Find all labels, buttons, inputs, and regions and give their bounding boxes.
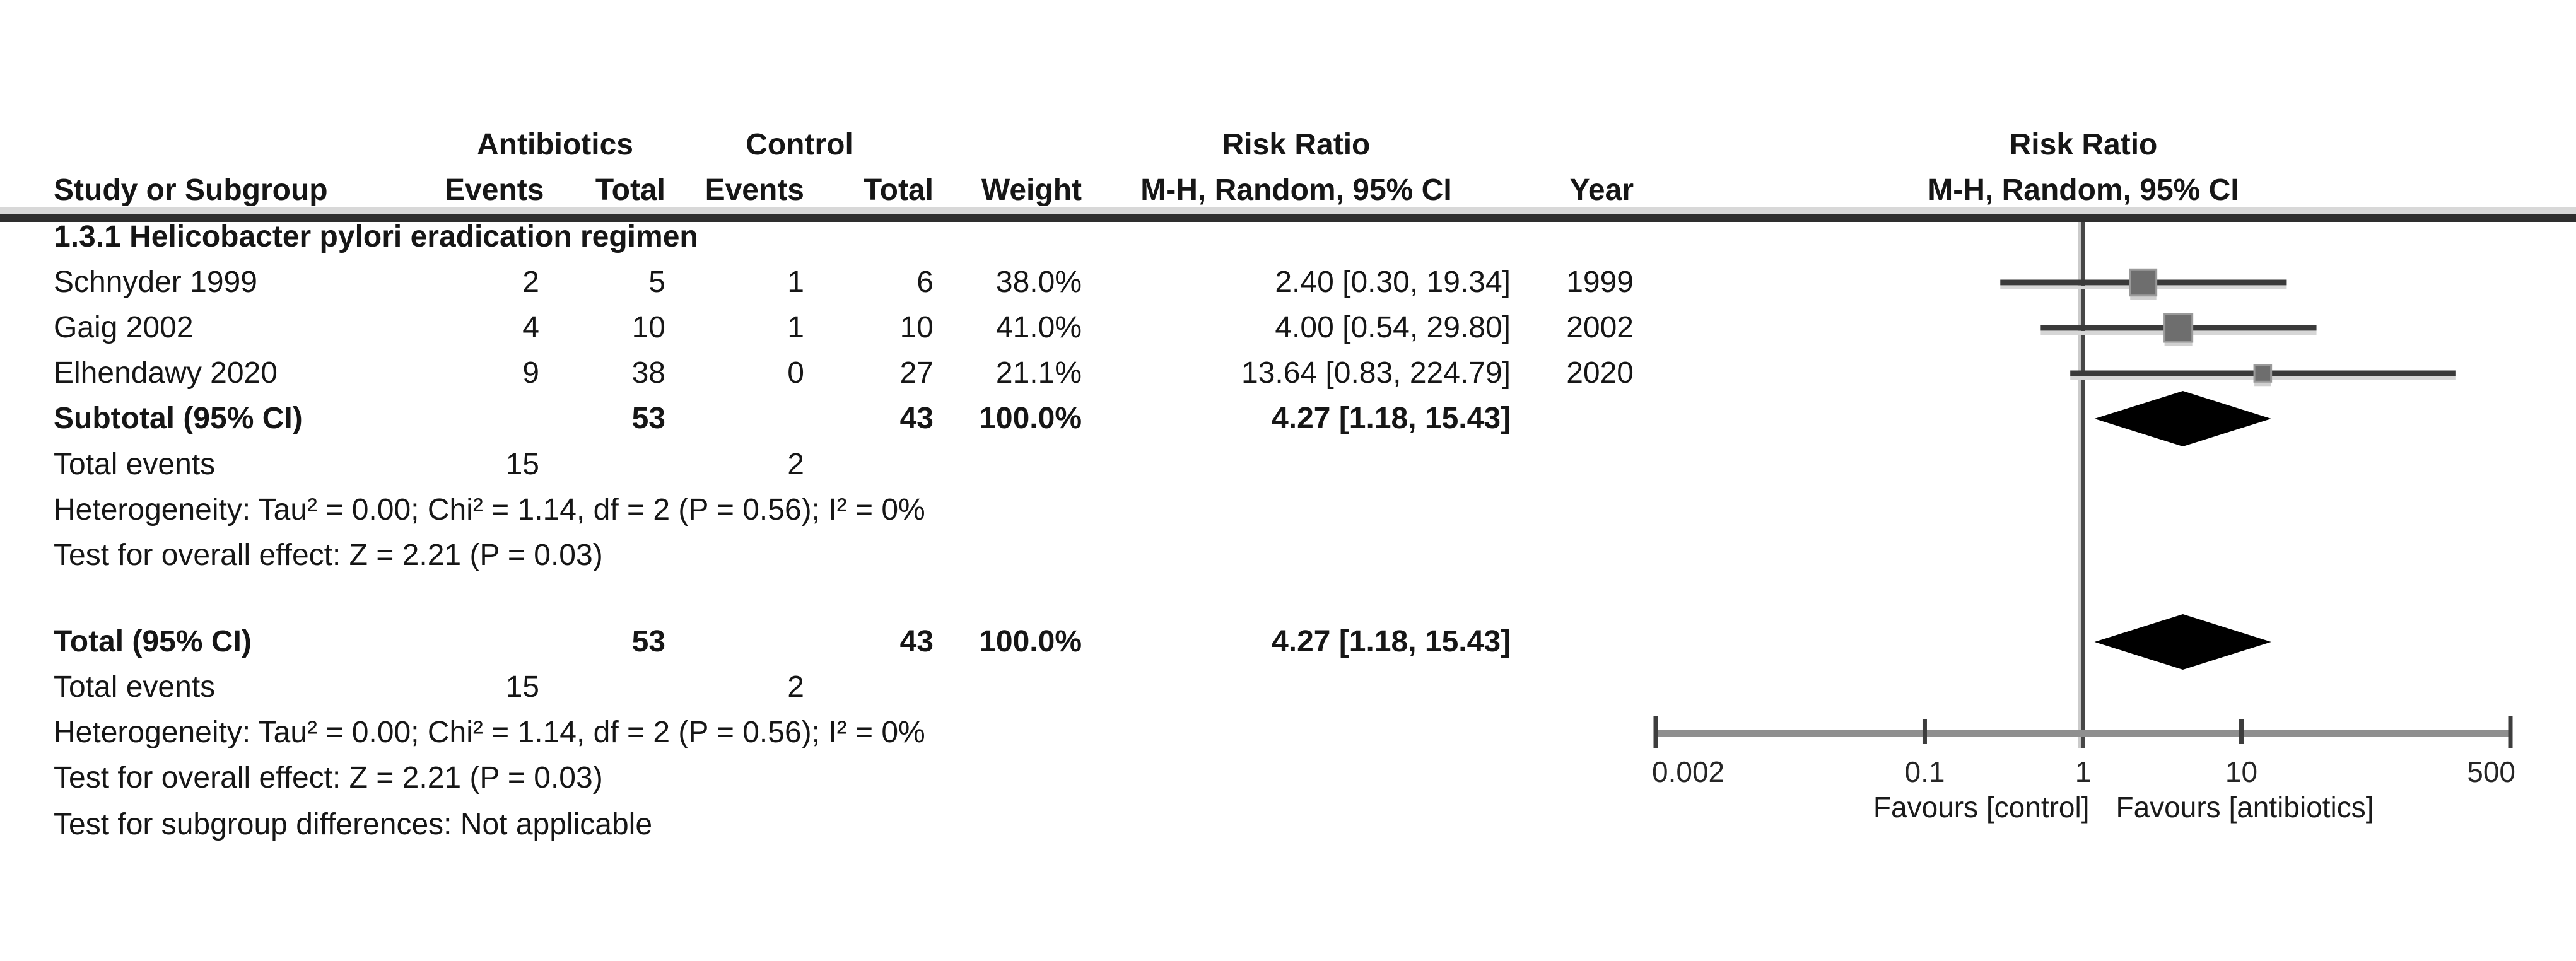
study-events-antibiotics: 4 [522, 311, 539, 344]
study-name: Elhendawy 2020 [54, 356, 278, 390]
study-total-control: 27 [899, 356, 934, 390]
total-row: Total (95% CI) 53 43 100.0% 4.27 [1.18, … [54, 619, 1634, 665]
study-total-control: 10 [899, 311, 934, 344]
subtotal-total-control: 43 [899, 402, 934, 435]
total-events-label: Total events [54, 448, 216, 481]
total-events-antibiotics: 15 [505, 448, 539, 481]
study-total-antibiotics: 38 [631, 356, 665, 390]
study-name: Schnyder 1999 [54, 265, 257, 299]
x-axis-tick-label: 1 [2075, 755, 2092, 788]
table-column-header-row: Study or Subgroup Events Total Events To… [54, 168, 1634, 213]
x-axis-tick-label: 500 [2467, 755, 2515, 788]
subtotal-ci-text: 4.27 [1.18, 15.43] [1272, 402, 1511, 435]
favours-left-label: Favours [control] [1873, 791, 2090, 824]
col-header-total-antibiotics: Total [595, 173, 665, 207]
subgroup-heterogeneity-text: Heterogeneity: Tau² = 0.00; Chi² = 1.14,… [54, 493, 925, 527]
subtotal-diamond [2094, 391, 2271, 446]
subgroup-differences-text: Test for subgroup differences: Not appli… [54, 808, 653, 841]
study-marker-2 [2070, 364, 2456, 387]
study-row-schnyder-1999: Schnyder 1999 2 5 1 6 38.0% 2.40 [0.30, … [54, 260, 1634, 305]
favours-right-label: Favours [antibiotics] [2116, 791, 2374, 824]
header-rule-highlight [0, 207, 2576, 214]
x-axis-tick-label: 0.002 [1652, 755, 1724, 788]
study-point-square [2253, 364, 2273, 383]
total-events-control: 2 [787, 448, 804, 481]
total-weight: 100.0% [979, 625, 1082, 658]
study-ci-text: 2.40 [0.30, 19.34] [1275, 265, 1511, 299]
study-year: 2002 [1566, 311, 1634, 344]
total-events-control: 2 [787, 670, 804, 704]
study-events-antibiotics: 9 [522, 356, 539, 390]
subgroup-overall-effect-text: Test for overall effect: Z = 2.21 (P = 0… [54, 539, 603, 572]
subtotal-label: Subtotal (95% CI) [54, 402, 303, 435]
total-label: Total (95% CI) [54, 625, 252, 658]
total-diamond [2094, 614, 2271, 670]
study-events-antibiotics: 2 [522, 265, 539, 299]
table-group-header-row: Antibiotics Control Risk Ratio [54, 122, 1634, 168]
study-point-square [2163, 313, 2194, 343]
study-ci-text: 4.00 [0.54, 29.80] [1275, 311, 1511, 344]
total-events-antibiotics: 15 [505, 670, 539, 704]
x-axis-tick-label: 0.1 [1905, 755, 1945, 788]
study-events-control: 0 [787, 356, 804, 390]
subtotal-weight: 100.0% [979, 402, 1082, 435]
col-header-events-antibiotics: Events [445, 173, 544, 207]
subgroup-title: 1.3.1 Helicobacter pylori eradication re… [54, 220, 698, 253]
study-total-control: 6 [916, 265, 934, 299]
study-year: 1999 [1566, 265, 1634, 299]
overall-heterogeneity-text: Heterogeneity: Tau² = 0.00; Chi² = 1.14,… [54, 716, 925, 749]
x-axis-bar [1656, 730, 2510, 737]
plot-header-risk-ratio: Risk Ratio [2009, 128, 2158, 161]
study-point-square [2129, 268, 2158, 297]
total-events-label: Total events [54, 670, 216, 704]
study-weight: 41.0% [995, 311, 1082, 344]
study-row-gaig-2002: Gaig 2002 4 10 1 10 41.0% 4.00 [0.54, 29… [54, 305, 1634, 351]
plot-header-method: M-H, Random, 95% CI [1928, 173, 2239, 207]
total-ci-text: 4.27 [1.18, 15.43] [1272, 625, 1511, 658]
x-axis-tick-label: 10 [2225, 755, 2257, 788]
subtotal-total-antibiotics: 53 [631, 402, 665, 435]
total-events-subgroup-row: Total events 15 2 [54, 442, 1634, 487]
study-year: 2020 [1566, 356, 1634, 390]
study-events-control: 1 [787, 311, 804, 344]
study-name: Gaig 2002 [54, 311, 194, 344]
control-group-header: Control [746, 128, 853, 161]
study-weight: 38.0% [995, 265, 1082, 299]
study-total-antibiotics: 10 [631, 311, 665, 344]
col-header-events-control: Events [705, 173, 804, 207]
study-total-antibiotics: 5 [648, 265, 665, 299]
col-header-year: Year [1569, 173, 1634, 207]
header-rule [0, 214, 2576, 222]
total-total-control: 43 [899, 625, 934, 658]
study-weight: 21.1% [995, 356, 1082, 390]
subtotal-row: Subtotal (95% CI) 53 43 100.0% 4.27 [1.1… [54, 396, 1634, 441]
antibiotics-group-header: Antibiotics [477, 128, 633, 161]
col-header-total-control: Total [863, 173, 934, 207]
study-row-elhendawy-2020: Elhendawy 2020 9 38 0 27 21.1% 13.64 [0.… [54, 351, 1634, 396]
study-marker-1 [2040, 313, 2317, 347]
col-header-weight: Weight [981, 173, 1082, 207]
study-events-control: 1 [787, 265, 804, 299]
col-header-study: Study or Subgroup [54, 173, 328, 207]
total-events-overall-row: Total events 15 2 [54, 665, 1634, 710]
total-total-antibiotics: 53 [631, 625, 665, 658]
study-marker-0 [2000, 268, 2287, 300]
study-ci-text: 13.64 [0.83, 224.79] [1241, 356, 1511, 390]
risk-ratio-group-header: Risk Ratio [1222, 128, 1371, 161]
overall-effect-text: Test for overall effect: Z = 2.21 (P = 0… [54, 761, 603, 795]
col-header-ci: M-H, Random, 95% CI [1140, 173, 1452, 207]
